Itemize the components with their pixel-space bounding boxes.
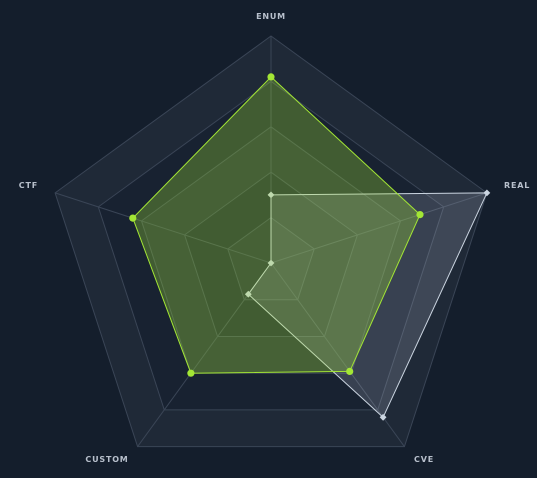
data-point — [244, 290, 252, 298]
axis-label-cve: CVE — [414, 455, 434, 464]
data-point — [379, 413, 387, 421]
radar-series — [129, 73, 491, 421]
series-area — [132, 76, 421, 374]
grid-spoke — [54, 192, 272, 264]
data-point — [267, 191, 275, 199]
axis-label-ctf: CTF — [19, 181, 38, 190]
data-point — [187, 369, 195, 377]
axis-label-enum: ENUM — [256, 12, 286, 21]
axis-labels: ENUM REAL CVE CUSTOM CTF — [19, 12, 530, 464]
data-point — [346, 367, 354, 375]
series-area — [247, 192, 488, 419]
data-point — [267, 259, 275, 267]
data-point — [483, 189, 491, 197]
axis-label-real: REAL — [504, 181, 530, 190]
data-point — [267, 73, 275, 81]
data-point — [416, 211, 424, 219]
axis-label-custom: CUSTOM — [85, 455, 128, 464]
data-point — [129, 214, 137, 222]
grid-spoke — [270, 192, 488, 264]
